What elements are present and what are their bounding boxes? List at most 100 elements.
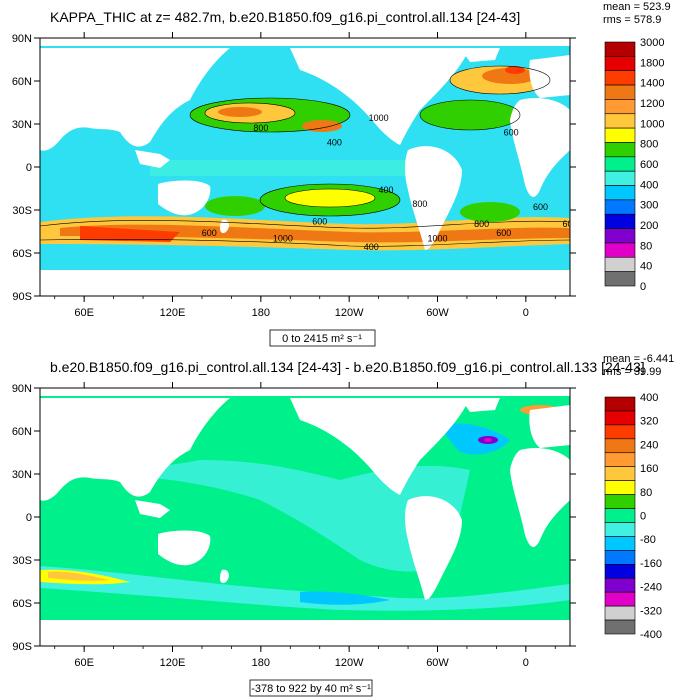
- colorbar-label: -400: [640, 629, 662, 641]
- diff-patch: [60, 460, 470, 572]
- colorbar-swatch: [604, 424, 636, 440]
- panel-1-rms: rms = 578.9: [603, 14, 661, 26]
- colorbar-swatch: [604, 256, 636, 272]
- greenland: [460, 48, 500, 62]
- north-atlantic-max: [505, 66, 525, 74]
- contour-label: 400: [327, 138, 342, 148]
- contour-label: 800: [474, 219, 489, 229]
- contour-line: [449, 65, 551, 95]
- contour-label: 600: [504, 127, 519, 137]
- x-tick-label: 120W: [335, 307, 364, 319]
- panel-1-y-ticks: 90N 60N 30N 0 30S 60S 90S: [12, 33, 576, 303]
- colorbar-swatch: [604, 605, 636, 621]
- contour-label: 1000: [369, 113, 389, 123]
- australia: [158, 180, 211, 216]
- y-tick-label: 0: [26, 512, 32, 524]
- north-pacific-hot: [218, 107, 262, 117]
- continents: [40, 48, 570, 250]
- colorbar-swatch: [604, 56, 636, 72]
- colorbar-swatch: [604, 84, 636, 100]
- colorbar-swatch: [604, 113, 636, 129]
- y-tick-label: 90N: [12, 33, 32, 45]
- panel-2-map: [40, 388, 570, 646]
- colorbar-swatch: [604, 619, 636, 635]
- arctic-land: [40, 388, 570, 396]
- x-tick-label: 180: [252, 307, 270, 319]
- y-tick-label: 90S: [12, 291, 32, 303]
- antarctica-land: [40, 620, 570, 646]
- colorbar-swatch: [604, 452, 636, 468]
- colorbar-swatch: [604, 591, 636, 607]
- panel-2-subtitle: -378 to 922 by 40 m² s⁻¹: [251, 683, 371, 695]
- colorbar-swatch: [604, 563, 636, 579]
- y-tick-label: 90S: [12, 641, 32, 653]
- south-indian-gyre: [205, 196, 265, 216]
- y-tick-label: 30N: [12, 119, 32, 131]
- contour-label: 400: [364, 242, 379, 252]
- colorbar-label: 3000: [640, 37, 664, 49]
- eurasia: [40, 398, 230, 501]
- colorbar-label: 1800: [640, 57, 664, 69]
- australia: [158, 530, 211, 566]
- panel-2: b.e20.B1850.f09_g16.pi_control.all.134 […: [12, 353, 674, 697]
- colorbar-swatch: [604, 396, 636, 412]
- x-tick-label: 60E: [74, 307, 94, 319]
- north-america: [290, 48, 470, 145]
- colorbar-swatch: [604, 522, 636, 537]
- contour-label: 400: [378, 185, 393, 195]
- colorbar-swatch: [604, 410, 636, 426]
- eurasia: [40, 48, 230, 151]
- diff-north-atlantic: [440, 423, 510, 455]
- greenland: [460, 398, 500, 412]
- contour-label: 600: [312, 216, 327, 226]
- colorbar-swatch: [604, 41, 636, 57]
- contours: [40, 65, 570, 247]
- south-pacific-core: [285, 189, 375, 207]
- north-atlantic-gyre: [420, 100, 520, 130]
- continents-2: [40, 398, 570, 600]
- colorbar-label: 800: [640, 139, 658, 151]
- colorbar-label: 320: [640, 416, 658, 428]
- contour-label: 800: [253, 123, 268, 133]
- colorbar-swatch: [604, 494, 636, 509]
- x-tick-label: 60W: [426, 307, 449, 319]
- panel-2-x-ticks: 60E 120E 180 120W 60W 0: [54, 382, 556, 669]
- panel-1-x-ticks: 60E 120E 180 120W 60W 0: [54, 32, 556, 319]
- y-tick-label: 0: [26, 162, 32, 174]
- colorbar-swatch: [604, 271, 636, 287]
- colorbar-label: 160: [640, 463, 658, 475]
- contour-label: 600: [496, 228, 511, 238]
- southern-hotspot: [80, 226, 180, 242]
- colorbar-label: 300: [640, 200, 658, 212]
- y-tick-label: 60N: [12, 76, 32, 88]
- colorbar-label: -160: [640, 558, 662, 570]
- colorbar-label: 240: [640, 439, 658, 451]
- colorbar-swatch: [604, 142, 636, 158]
- panel-2-rms: rms = 39.99: [603, 366, 661, 378]
- colorbar-swatch: [604, 438, 636, 454]
- contour-label: 800: [412, 199, 427, 209]
- panel-1-mean: mean = 523.9: [603, 1, 671, 13]
- contour-label: 600: [533, 202, 548, 212]
- x-tick-label: 120E: [160, 307, 186, 319]
- colorbar-label: 600: [640, 159, 658, 171]
- diff-negative: [300, 591, 390, 605]
- europe: [529, 405, 570, 448]
- colorbar-swatch: [604, 466, 636, 481]
- maritime-asia: [135, 500, 170, 518]
- contour-line: [204, 102, 296, 124]
- new-zealand: [219, 569, 229, 584]
- contour-labels: 600 800 400 1000 400 800 600 1000 600 600 800 600 40…: [202, 113, 570, 252]
- contour-line: [284, 188, 376, 208]
- contour-line: [259, 183, 401, 217]
- colorbar-swatch: [604, 242, 636, 258]
- y-tick-label: 30S: [12, 555, 32, 567]
- north-atlantic-hot: [482, 68, 538, 84]
- x-tick-label: 0: [523, 307, 529, 319]
- panel-2-colorbar: 400 320 240 160 80 0 -80 -160 -240 -320 -400: [604, 392, 662, 641]
- contour-label: 1000: [273, 234, 293, 244]
- colorbar-swatch: [604, 70, 636, 86]
- colorbar-label: 40: [640, 261, 652, 273]
- north-america: [290, 398, 470, 495]
